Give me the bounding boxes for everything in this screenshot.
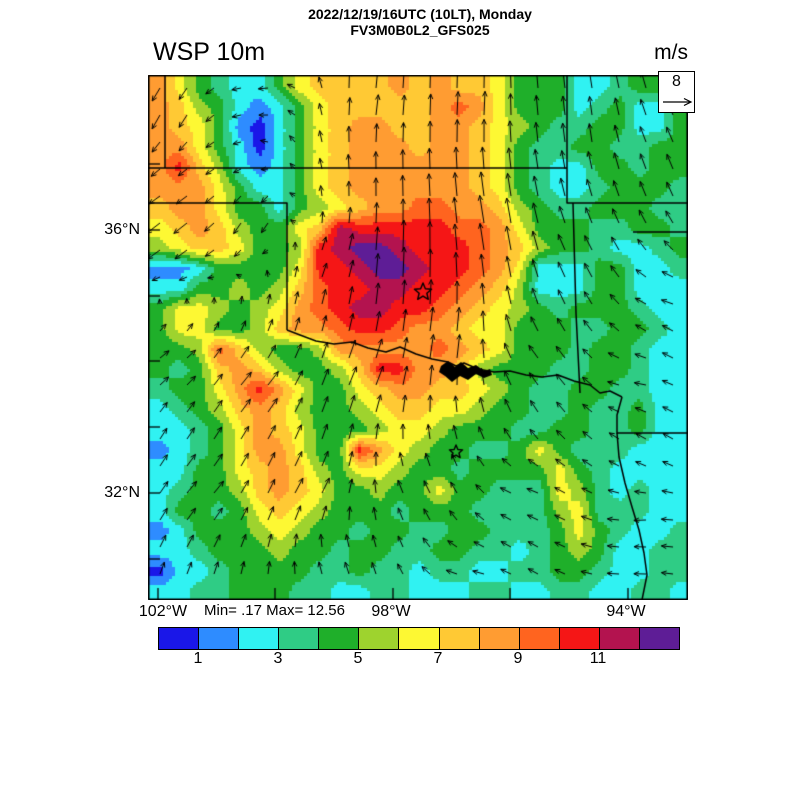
colorbar-segment — [359, 628, 400, 649]
model-run-title: FV3M0B0L2_GFS025 — [350, 22, 490, 38]
colorbar-tick-label: 11 — [589, 650, 607, 667]
plot-header: 2022/12/19/16UTC (10LT), Monday FV3M0B0L… — [160, 6, 680, 38]
min-max-stats: Min= .17 Max= 12.56 — [204, 602, 345, 619]
colorbar-tick-label: 9 — [513, 650, 523, 667]
lon-axis-label-98w: 98°W — [371, 603, 411, 620]
colorbar-tick-label: 3 — [273, 650, 283, 667]
colorbar-segment — [399, 628, 440, 649]
colorbar-segment — [599, 628, 640, 649]
colorbar-tick-label: 5 — [353, 650, 363, 667]
reference-vector-box: 8 — [658, 71, 695, 113]
lon-axis-label-102w: 102°W — [138, 603, 188, 620]
colorbar-segment — [479, 628, 520, 649]
units-label: m/s — [654, 41, 688, 64]
colorbar-segment — [319, 628, 360, 649]
colorbar-segment — [279, 628, 320, 649]
colorbar-tick-label: 1 — [193, 650, 203, 667]
lat-axis-label-32n: 32°N — [104, 484, 140, 501]
reference-speed-value: 8 — [672, 73, 681, 90]
lat-axis-label-36n: 36°N — [104, 221, 140, 238]
colorbar-tick-labels: 1 3 5 7 9 11 — [158, 650, 678, 670]
datetime-title: 2022/12/19/16UTC (10LT), Monday — [308, 6, 532, 22]
colorbar-segment — [199, 628, 240, 649]
wind-speed-map-canvas — [148, 75, 688, 600]
colorbar-segment — [439, 628, 480, 649]
colorbar-segment — [559, 628, 600, 649]
colorbar-segment — [239, 628, 280, 649]
colorbar-segment — [639, 628, 680, 649]
lon-axis-label-94w: 94°W — [606, 603, 646, 620]
reference-arrow-icon — [663, 97, 693, 107]
variable-label: WSP 10m — [153, 38, 266, 66]
colorbar-segment — [519, 628, 560, 649]
colorbar-segment — [159, 628, 200, 649]
colorbar — [158, 627, 680, 650]
colorbar-tick-label: 7 — [433, 650, 443, 667]
